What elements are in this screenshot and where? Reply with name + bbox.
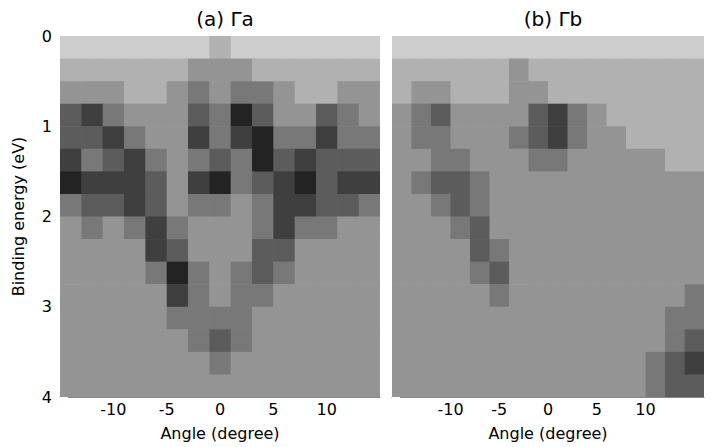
svg-text:-5: -5 [491,400,507,419]
svg-text:2: 2 [42,207,52,226]
svg-text:4: 4 [42,388,52,407]
svg-text:-5: -5 [159,400,175,419]
svg-text:(a) Γa: (a) Γa [196,7,254,31]
svg-text:3: 3 [42,297,52,316]
svg-text:-10: -10 [437,400,463,419]
svg-text:1: 1 [42,117,52,136]
svg-text:0: 0 [543,400,553,419]
svg-text:0: 0 [215,400,225,419]
svg-text:Binding energy (eV): Binding energy (eV) [9,137,28,297]
svg-text:5: 5 [592,400,602,419]
svg-text:(b) Γb: (b) Γb [524,7,583,31]
svg-text:Angle (degree): Angle (degree) [160,424,279,443]
svg-text:Angle (degree): Angle (degree) [488,424,607,443]
svg-text:0: 0 [42,27,52,46]
svg-text:10: 10 [316,400,336,419]
svg-text:10: 10 [635,400,655,419]
svg-text:5: 5 [268,400,278,419]
svg-text:-10: -10 [100,400,126,419]
